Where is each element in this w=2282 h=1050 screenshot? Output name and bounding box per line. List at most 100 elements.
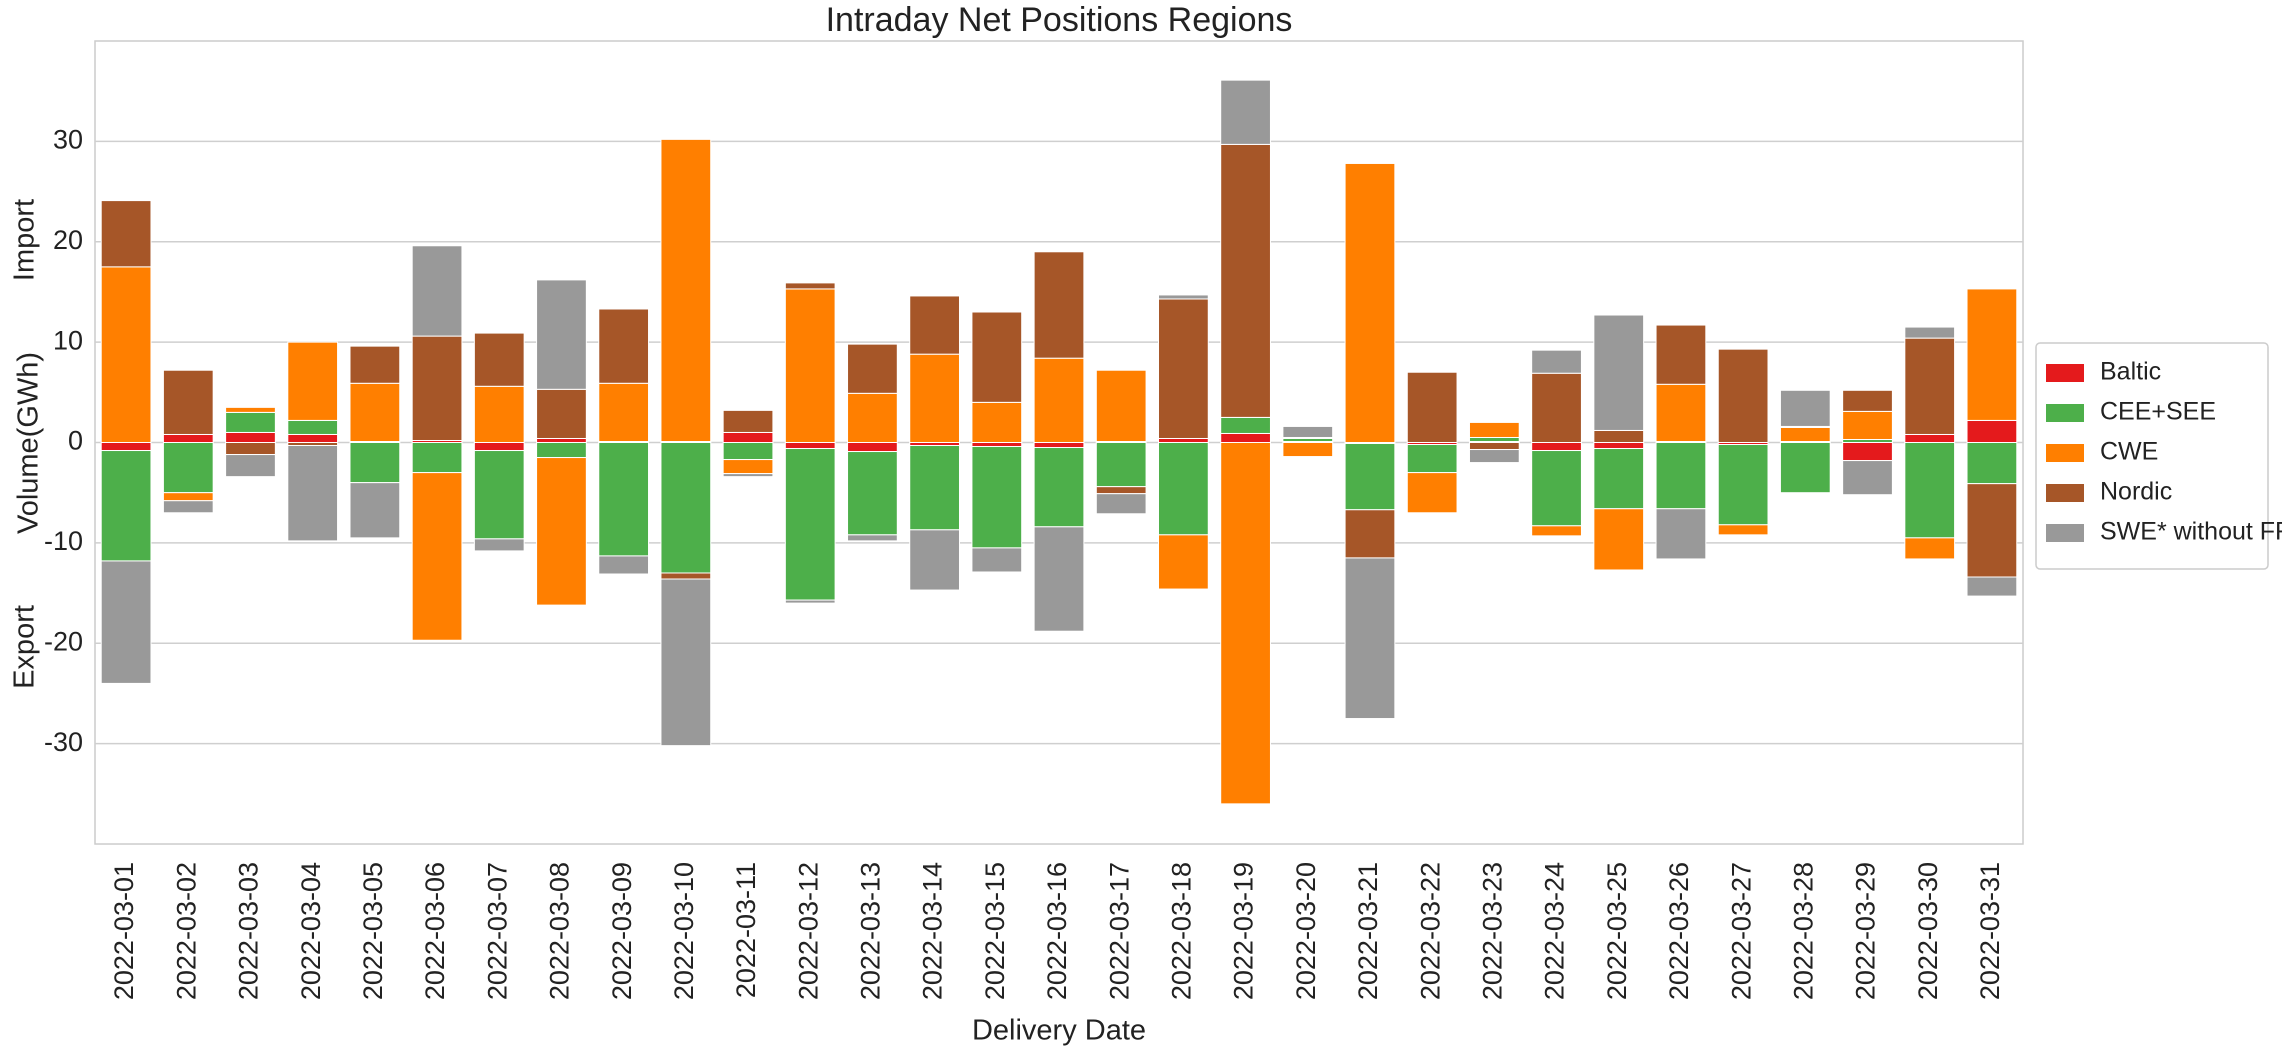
bar-segment <box>1158 442 1209 536</box>
bar-segment <box>1282 425 1334 438</box>
bar-segment <box>1593 314 1645 431</box>
bar-segment <box>473 385 525 444</box>
bar-segment <box>722 442 774 461</box>
legend-swatch <box>2046 364 2084 382</box>
bar-segment <box>1033 357 1085 443</box>
bar-segment <box>847 534 898 542</box>
x-tick-label: 2022-03-04 <box>296 862 326 1000</box>
bar-segment <box>909 353 960 444</box>
bar-segment <box>1158 294 1209 300</box>
bar-segment <box>1655 508 1707 560</box>
bar-segment <box>722 459 774 475</box>
bar-segment <box>1468 436 1520 442</box>
x-tick-label: 2022-03-15 <box>980 862 1010 1000</box>
bar-segment <box>722 431 774 443</box>
bar-segment <box>536 388 587 439</box>
x-tick-label: 2022-03-14 <box>918 862 948 1000</box>
bar-segment <box>411 335 463 441</box>
bar-segment <box>660 138 712 442</box>
bar-segment <box>1779 389 1831 427</box>
bar-segment <box>1842 442 1893 462</box>
bar-segment <box>349 382 401 442</box>
bar-segment <box>1158 437 1209 443</box>
x-axis-label: Delivery Date <box>972 1015 1146 1047</box>
bar-segment <box>162 442 214 494</box>
bar-segment <box>660 578 712 747</box>
bar-segment <box>225 431 276 443</box>
bar-segment <box>1904 442 1956 539</box>
bar-segment <box>473 442 525 452</box>
x-tick-label: 2022-03-31 <box>1975 862 2005 1000</box>
bar-segment <box>598 308 650 384</box>
bar-segment <box>1593 508 1645 571</box>
bar-segment <box>1593 429 1645 443</box>
bar-segment <box>847 442 898 453</box>
bar-segment <box>162 433 214 444</box>
legend-label: CWE <box>2100 438 2158 466</box>
bar-segment <box>100 200 152 268</box>
bar-segment <box>536 457 587 606</box>
x-tick-label: 2022-03-19 <box>1229 862 1259 1000</box>
x-tick-label: 2022-03-09 <box>607 862 637 1000</box>
x-tick-label: 2022-03-27 <box>1726 862 1756 1000</box>
bar-segment <box>909 445 960 531</box>
bar-segment <box>1095 493 1147 515</box>
bar-segment <box>1966 576 2018 597</box>
bar-segment <box>1468 421 1520 438</box>
bar-segment <box>1033 526 1085 632</box>
y-tick-label: -30 <box>44 727 83 757</box>
x-tick-label: 2022-03-23 <box>1477 862 1507 1000</box>
legend-swatch <box>2046 444 2084 462</box>
bar-segment <box>1655 383 1707 442</box>
x-tick-label: 2022-03-28 <box>1788 862 1818 1000</box>
bar-segment <box>1220 432 1271 443</box>
bar-segment <box>1406 371 1458 443</box>
bar-segment <box>1468 442 1520 451</box>
y-tick-label: 0 <box>68 426 83 456</box>
bar-segment <box>162 492 214 502</box>
bar-segment <box>473 450 525 540</box>
bar-segment <box>536 279 587 390</box>
x-tick-label: 2022-03-10 <box>669 862 699 1000</box>
bar-segment <box>971 547 1023 573</box>
bar-segment <box>287 433 339 444</box>
bar-segment <box>1033 442 1085 449</box>
bar-segment <box>909 529 960 591</box>
bar-segment <box>1904 433 1956 444</box>
legend-label: SWE* without FR <box>2100 518 2282 546</box>
bar-segment <box>162 369 214 435</box>
bar-segment <box>909 295 960 355</box>
bar-segment <box>287 341 339 421</box>
bar-segment <box>1531 525 1582 537</box>
bar-segment <box>1842 389 1893 412</box>
x-tick-label: 2022-03-13 <box>856 862 886 1000</box>
y-tick-label: -10 <box>44 526 83 556</box>
bar-segment <box>162 500 214 514</box>
x-tick-label: 2022-03-12 <box>793 862 823 1000</box>
x-tick-label: 2022-03-25 <box>1602 862 1632 1000</box>
bar-segment <box>1468 449 1520 464</box>
bar-segment <box>100 450 152 562</box>
bar-segment <box>225 406 276 413</box>
bar-segment <box>1220 143 1271 418</box>
bar-segment <box>225 442 276 456</box>
bar-segment <box>1531 372 1582 443</box>
bar-segment <box>1220 79 1271 145</box>
bar-segment <box>1531 450 1582 527</box>
x-tick-label: 2022-03-06 <box>420 862 450 1000</box>
bar-segment <box>722 409 774 433</box>
y-tick-label: 10 <box>53 325 83 355</box>
bar-segment <box>598 442 650 557</box>
x-tick-label: 2022-03-24 <box>1540 862 1570 1000</box>
bar-segment <box>1779 426 1831 442</box>
bar-segment <box>1033 447 1085 528</box>
bar-segment <box>1282 442 1334 458</box>
bar-segment <box>598 382 650 442</box>
export-label: Export <box>9 605 41 689</box>
bar-segment <box>411 442 463 474</box>
bar-segment <box>971 446 1023 549</box>
bar-segment <box>1655 324 1707 385</box>
bar-segment <box>1904 326 1956 339</box>
bar-segment <box>1842 460 1893 496</box>
